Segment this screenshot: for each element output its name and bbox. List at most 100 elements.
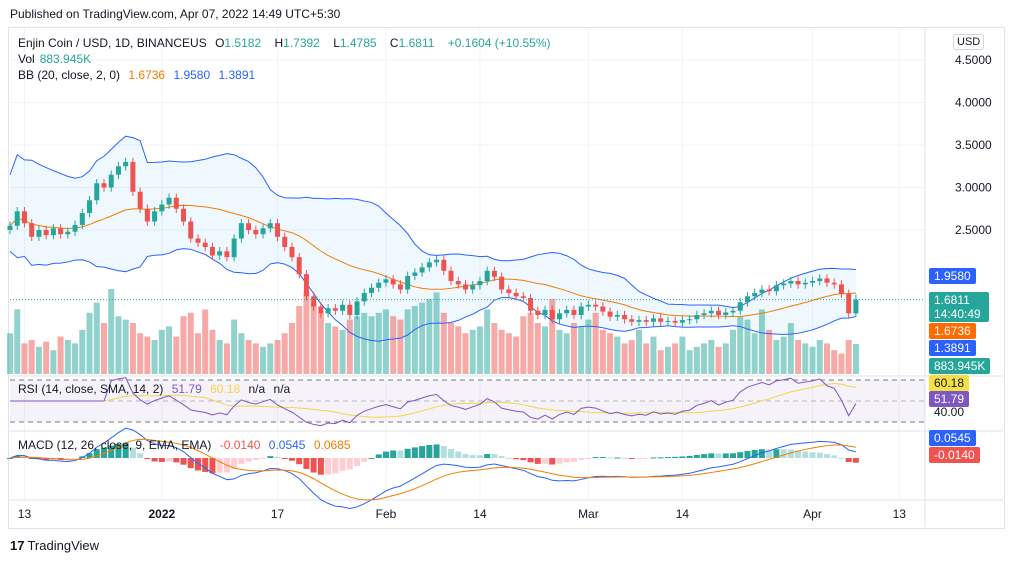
macd-legend[interactable]: MACD (12, 26, close, 9, EMA, EMA) -0.014… [18, 438, 356, 452]
candle-body [246, 223, 252, 230]
candle-body [441, 259, 447, 271]
macd-hist-bar [599, 457, 606, 459]
open-value: 1.5182 [224, 36, 262, 50]
macd-hist-bar [129, 447, 136, 458]
macd-hist-bar [151, 458, 158, 462]
macd-hist-bar [296, 458, 303, 465]
macd-hist-bar [368, 457, 375, 459]
candle-body [29, 223, 35, 237]
candle-body [708, 310, 714, 314]
candle-body [781, 283, 787, 286]
candle-body [810, 281, 816, 283]
macd-hist-bar [72, 458, 79, 459]
candle-body [412, 272, 418, 276]
candle-body [275, 223, 281, 237]
volume-bar [722, 343, 729, 374]
currency-button[interactable]: USD [953, 34, 985, 50]
macd-hist-bar [787, 449, 794, 458]
volume-bar [419, 302, 426, 374]
y-tick-label: 4.0000 [955, 96, 992, 110]
candle-body [383, 279, 389, 283]
bb-legend[interactable]: BB (20, close, 2, 0) 1.6736 1.9580 1.389… [18, 68, 260, 82]
volume-bar [650, 336, 657, 374]
macd-hist-bar [137, 453, 144, 458]
candle-body [802, 282, 808, 285]
volume-bar [693, 346, 700, 374]
volume-bar [592, 312, 599, 374]
candle-body [72, 224, 78, 232]
candle-body [773, 285, 779, 292]
x-tick-label: 14 [473, 507, 487, 521]
candle-body [571, 309, 577, 315]
macd-hist-bar [390, 450, 397, 458]
y-tick-label: 4.5000 [955, 53, 992, 67]
volume-bar [382, 309, 389, 374]
volume-bar [816, 340, 823, 374]
candle-body [759, 289, 765, 293]
volume-bar [216, 340, 223, 374]
candle-body [434, 259, 440, 263]
rsi-ma-line [10, 383, 857, 418]
volume-bar [122, 319, 129, 374]
rsi-na-1: n/a [248, 382, 266, 396]
macd-hist-bar [650, 457, 657, 459]
macd-hist-bar [180, 458, 187, 465]
candle-body [318, 306, 324, 314]
volume-bar [202, 309, 209, 374]
volume-bar [390, 316, 397, 374]
volume-bar [137, 333, 144, 374]
macd-hist-bar [823, 454, 830, 458]
volume-bar [549, 299, 556, 374]
rsi-value: 51.79 [171, 382, 202, 396]
macd-hist-bar [238, 458, 245, 464]
candle-body [159, 204, 165, 212]
candle-body [455, 281, 461, 285]
candle-body [629, 319, 635, 322]
macd-hist-bar [231, 458, 238, 469]
candle-body [238, 223, 244, 239]
candle-body [115, 166, 121, 175]
rsi-ma-tag: 60.18 [929, 375, 970, 391]
volume-bar [513, 336, 520, 374]
candle-body [87, 200, 93, 213]
candle-body [795, 281, 801, 285]
macd-hist-bar [469, 455, 476, 458]
macd-hist-bar [339, 458, 346, 471]
macd-hist-bar [527, 458, 534, 463]
macd-hist-bar [346, 458, 353, 470]
rsi-legend[interactable]: RSI (14, close, SMA, 14, 2) 51.79 60.18 … [18, 382, 295, 396]
volume-bar [628, 340, 635, 374]
y-tick-label: 3.0000 [955, 181, 992, 195]
macd-hist-bar [122, 443, 129, 458]
candle-body [470, 285, 476, 290]
candle-body [405, 275, 411, 290]
macd-signal-value: 0.0685 [313, 438, 351, 452]
symbol-name: Enjin Coin / USD, 1D, BINANCEUS [18, 36, 207, 50]
volume-bar [339, 329, 346, 374]
candle-body [144, 208, 150, 222]
macd-hist-bar [158, 458, 165, 462]
published-caption: Published on TradingView.com, Apr 07, 20… [10, 7, 341, 21]
bb-lower-tag: 1.3891 [929, 340, 976, 356]
symbol-legend[interactable]: Enjin Coin / USD, 1D, BINANCEUS O1.5182 … [18, 36, 556, 50]
tradingview-logo[interactable]: 17 TradingView [10, 538, 99, 553]
macd-value: 0.0545 [268, 438, 306, 452]
candle-body [137, 191, 143, 209]
volume-bar [354, 316, 361, 374]
volume-bar [476, 326, 483, 374]
logo-icon: 17 [10, 538, 25, 553]
price-tag-value: 1.6811 [934, 293, 970, 307]
volume-bar [238, 333, 245, 374]
macd-hist-bar [317, 458, 324, 475]
candle-body [14, 211, 20, 226]
macd-hist-bar [216, 458, 223, 473]
volume-bar [751, 333, 758, 374]
candle-body [513, 292, 519, 297]
macd-hist-bar [614, 457, 621, 459]
rsi-tag: 51.79 [929, 391, 970, 407]
candle-body [426, 262, 432, 268]
volume-bar [809, 346, 816, 374]
volume-legend[interactable]: Vol 883.945K [18, 52, 96, 66]
macd-line [9, 427, 857, 510]
